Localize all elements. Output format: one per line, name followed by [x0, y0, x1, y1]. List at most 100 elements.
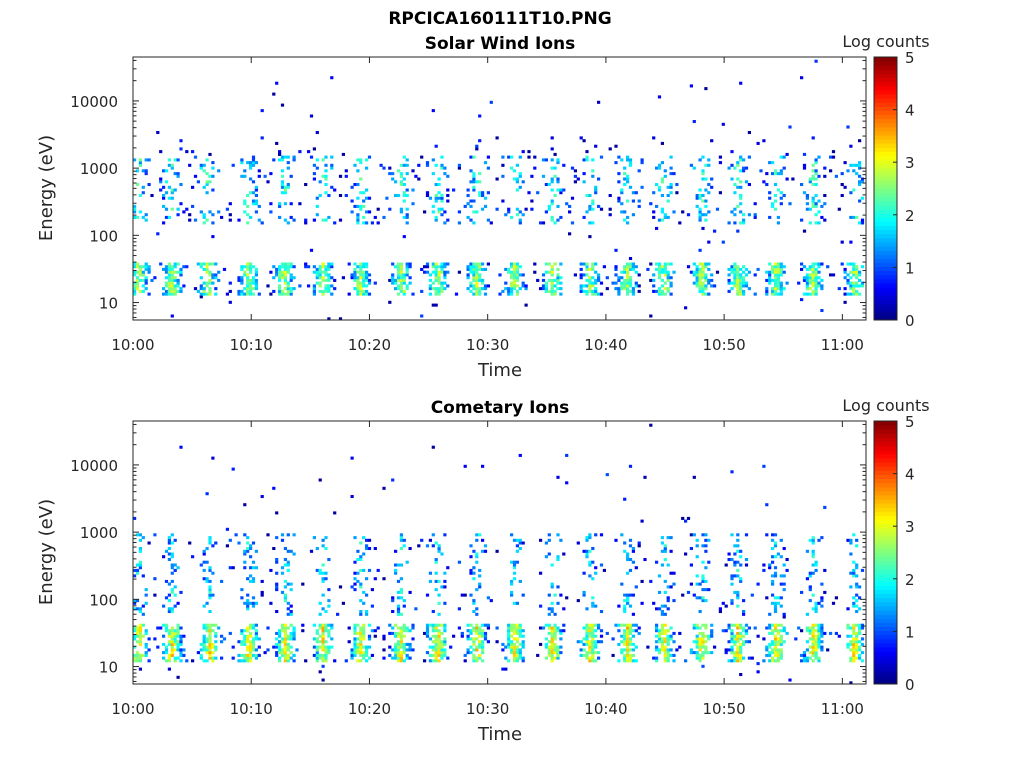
- spectrogram-cell: [179, 637, 183, 641]
- spectrogram-cell: [660, 563, 664, 567]
- spectrogram-cell: [440, 262, 444, 266]
- spectrogram-cell: [852, 637, 856, 641]
- spectrogram-cell: [199, 292, 203, 296]
- spectrogram-cell: [515, 284, 519, 288]
- spectrogram-cell: [466, 623, 470, 627]
- spectrogram-cell: [481, 262, 485, 266]
- spectrogram-cell: [376, 626, 380, 630]
- spectrogram-cell: [594, 659, 598, 663]
- spectrogram-cell: [736, 560, 740, 564]
- spectrogram-cell: [623, 640, 627, 644]
- spectrogram-cell: [338, 218, 343, 222]
- spectrogram-cell: [272, 158, 276, 162]
- spectrogram-cell: [512, 577, 517, 581]
- spectrogram-cell: [512, 267, 517, 271]
- spectrogram-cell: [756, 670, 760, 674]
- spectrogram-cell: [855, 593, 859, 597]
- spectrogram-cell: [733, 574, 737, 578]
- spectrogram-cell: [849, 541, 853, 545]
- spectrogram-cell: [280, 623, 285, 627]
- spectrogram-cell: [843, 276, 847, 280]
- spectrogram-cell: [286, 637, 290, 641]
- spectrogram-cell: [266, 533, 270, 537]
- spectrogram-cell: [164, 265, 169, 269]
- spectrogram-cell: [394, 648, 398, 652]
- spectrogram-cell: [733, 270, 737, 274]
- spectrogram-cell: [156, 645, 160, 649]
- spectrogram-cell: [591, 276, 595, 280]
- spectrogram-cell: [283, 593, 287, 597]
- colorbar-tick-label: 1: [905, 259, 915, 277]
- spectrogram-cell: [715, 207, 720, 211]
- spectrogram-cell: [562, 163, 566, 167]
- spectrogram-cell: [773, 634, 778, 638]
- colorbar-swatch: [874, 151, 897, 157]
- spectrogram-cell: [776, 262, 780, 266]
- spectrogram-cell: [521, 640, 525, 644]
- spectrogram-cell: [359, 645, 363, 649]
- spectrogram-cell: [771, 533, 775, 537]
- spectrogram-cell: [396, 267, 401, 271]
- spectrogram-cell: [486, 596, 490, 600]
- spectrogram-cell: [173, 629, 177, 633]
- colorbar-swatch: [874, 634, 897, 640]
- spectrogram-cell: [167, 265, 171, 269]
- spectrogram-cell: [715, 270, 720, 274]
- spectrogram-cell: [776, 601, 780, 605]
- spectrogram-cell: [594, 287, 598, 291]
- spectrogram-cell: [202, 281, 206, 285]
- spectrogram-cell: [283, 585, 287, 589]
- spectrogram-cell: [811, 284, 815, 288]
- spectrogram-cell: [205, 284, 209, 288]
- spectrogram-cell: [173, 276, 177, 280]
- spectrogram-cell: [356, 221, 360, 225]
- spectrogram-cell: [402, 544, 406, 548]
- spectrogram-cell: [138, 653, 142, 657]
- spectrogram-cell: [817, 281, 821, 285]
- spectrogram-cell: [652, 656, 656, 660]
- colorbar-swatch: [874, 93, 897, 99]
- spectrogram-cell: [133, 262, 137, 266]
- spectrogram-cell: [147, 265, 151, 269]
- spectrogram-cell: [214, 273, 218, 277]
- spectrogram-cell: [727, 166, 731, 170]
- spectrogram-cell: [251, 158, 256, 162]
- spectrogram-cell: [773, 653, 778, 657]
- spectrogram-cell: [512, 648, 517, 652]
- spectrogram-cell: [359, 558, 363, 562]
- spectrogram-cell: [512, 651, 517, 655]
- spectrogram-cell: [652, 215, 656, 219]
- spectrogram-cell: [324, 645, 328, 649]
- spectrogram-cell: [272, 265, 276, 269]
- spectrogram-cell: [472, 577, 476, 581]
- spectrogram-cell: [518, 273, 522, 277]
- spectrogram-cell: [663, 648, 667, 652]
- spectrogram-cell: [257, 174, 261, 178]
- spectrogram-cell: [811, 653, 815, 657]
- spectrogram-cell: [512, 265, 517, 269]
- colorbar-swatch: [874, 478, 897, 484]
- spectrogram-cell: [701, 637, 705, 641]
- spectrogram-cell: [315, 270, 319, 274]
- spectrogram-cell: [170, 533, 174, 537]
- spectrogram-cell: [730, 210, 734, 214]
- spectrogram-cell: [246, 213, 250, 217]
- spectrogram-cell: [443, 166, 447, 170]
- spectrogram-cell: [318, 670, 322, 674]
- spectrogram-cell: [437, 612, 441, 616]
- spectrogram-cell: [292, 653, 296, 657]
- spectrogram-cell: [135, 215, 140, 219]
- spectrogram-cell: [167, 215, 171, 219]
- spectrogram-cell: [327, 284, 331, 288]
- spectrogram-cell: [660, 642, 664, 646]
- spectrogram-cell: [402, 604, 406, 608]
- spectrogram-cell: [626, 262, 630, 266]
- spectrogram-cell: [559, 191, 563, 195]
- spectrogram-cell: [286, 183, 290, 187]
- spectrogram-cell: [773, 601, 778, 605]
- spectrogram-cell: [475, 276, 479, 280]
- spectrogram-cell: [144, 651, 148, 655]
- spectrogram-cell: [768, 659, 772, 663]
- colorbar-swatch: [874, 651, 897, 656]
- spectrogram-cell: [515, 631, 519, 635]
